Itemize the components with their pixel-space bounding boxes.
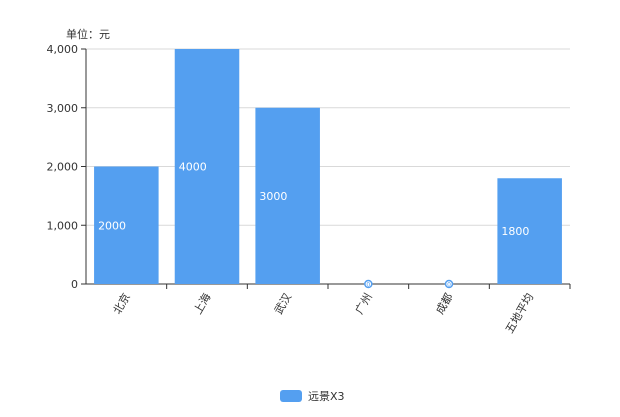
x-tick-label: 广州 (353, 291, 375, 317)
bar-value-label: 1800 (501, 225, 529, 238)
y-tick-label: 2,000 (47, 161, 79, 174)
zero-marker (364, 279, 373, 289)
x-tick-label: 成都 (433, 291, 455, 317)
y-tick-label: 1,000 (47, 219, 79, 232)
x-tick-label: 武汉 (272, 291, 294, 317)
zero-marker (444, 279, 454, 289)
bar-value-label: 4000 (179, 161, 207, 174)
x-tick-label: 北京 (110, 291, 133, 317)
zero-value-label: 0 (447, 282, 451, 289)
bar (94, 166, 159, 284)
bar (174, 49, 240, 284)
y-tick-label: 4,000 (47, 43, 79, 56)
bar-value-label: 3000 (259, 190, 287, 203)
x-tick-label: 上海 (190, 291, 213, 317)
x-tick-label: 五地平均 (503, 291, 536, 336)
bar (255, 107, 320, 284)
legend-swatch (280, 390, 302, 402)
zero-value-label: 0 (366, 282, 370, 289)
y-tick-label: 3,000 (47, 102, 79, 115)
bar-value-label: 2000 (98, 219, 126, 232)
bar (497, 178, 562, 284)
legend-label: 远景X3 (308, 390, 345, 403)
unit-label: 单位：元 (66, 28, 110, 41)
legend[interactable]: 远景X3 (280, 388, 345, 404)
y-tick-label: 0 (71, 278, 78, 291)
